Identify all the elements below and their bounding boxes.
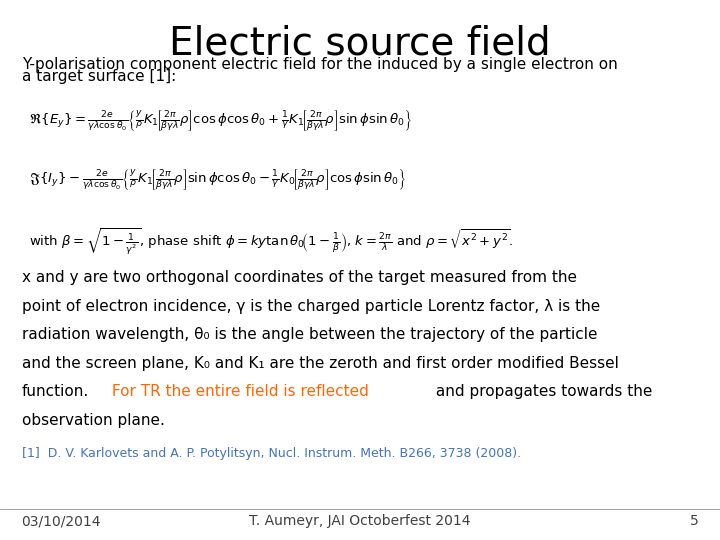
Text: 03/10/2014: 03/10/2014	[22, 514, 101, 528]
Text: For TR the entire field is reflected: For TR the entire field is reflected	[107, 384, 369, 400]
Text: Electric source field: Electric source field	[169, 24, 551, 62]
Text: x and y are two orthogonal coordinates of the target measured from the: x and y are two orthogonal coordinates o…	[22, 270, 577, 285]
Text: with $\beta = \sqrt{1-\frac{1}{\gamma^2}}$, phase shift $\phi = ky\tan\theta_0\!: with $\beta = \sqrt{1-\frac{1}{\gamma^2}…	[29, 227, 513, 257]
Text: function.: function.	[22, 384, 89, 400]
Text: radiation wavelength, θ₀ is the angle between the trajectory of the particle: radiation wavelength, θ₀ is the angle be…	[22, 327, 597, 342]
Text: point of electron incidence, γ is the charged particle Lorentz factor, λ is the: point of electron incidence, γ is the ch…	[22, 299, 600, 314]
Text: a target surface [1]:: a target surface [1]:	[22, 69, 176, 84]
Text: [1]  D. V. Karlovets and A. P. Potylitsyn, Nucl. Instrum. Meth. B266, 3738 (2008: [1] D. V. Karlovets and A. P. Potylitsyn…	[22, 447, 521, 460]
Text: and the screen plane, K₀ and K₁ are the zeroth and first order modified Bessel: and the screen plane, K₀ and K₁ are the …	[22, 356, 618, 371]
Text: Y-polarisation component electric field for the induced by a single electron on: Y-polarisation component electric field …	[22, 57, 617, 72]
Text: $\mathfrak{R}\{E_y\} = \frac{2e}{\gamma\lambda\cos\theta_0}\left\{\frac{y}{\rho}: $\mathfrak{R}\{E_y\} = \frac{2e}{\gamma\…	[29, 108, 412, 133]
Text: and propagates towards the: and propagates towards the	[431, 384, 652, 400]
Text: 5: 5	[690, 514, 698, 528]
Text: observation plane.: observation plane.	[22, 413, 164, 428]
Text: T. Aumeyr, JAI Octoberfest 2014: T. Aumeyr, JAI Octoberfest 2014	[249, 514, 471, 528]
Text: $\mathfrak{J}\{I_y\} - \frac{2e}{\gamma\lambda\cos\theta_0}\left\{\frac{y}{\rho}: $\mathfrak{J}\{I_y\} - \frac{2e}{\gamma\…	[29, 167, 406, 192]
